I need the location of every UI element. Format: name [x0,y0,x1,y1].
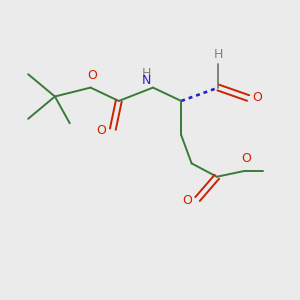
Text: O: O [253,92,262,104]
Text: O: O [87,69,97,82]
Text: O: O [96,124,106,137]
Text: O: O [242,152,251,165]
Text: H: H [142,67,151,80]
Text: O: O [182,194,192,207]
Text: H: H [214,48,223,61]
Text: N: N [142,74,151,87]
